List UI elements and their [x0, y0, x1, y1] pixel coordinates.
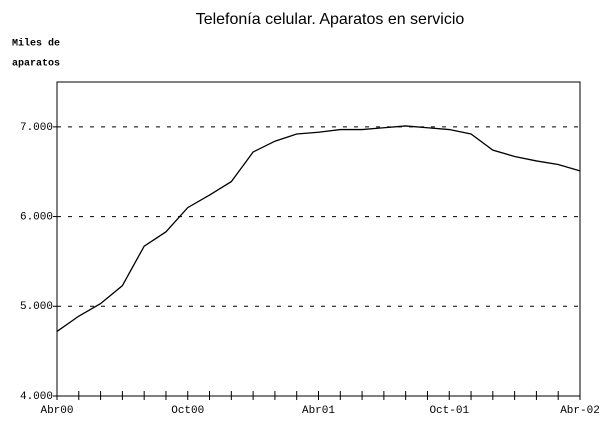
y-axis-label: Miles de: [12, 38, 60, 50]
y-tick-label: 6.000: [20, 211, 53, 223]
y-tick-label: 4.000: [20, 391, 53, 403]
x-tick-label: Abr-02: [560, 405, 600, 417]
x-tick-label: Oct00: [171, 405, 204, 417]
y-axis-label: aparatos: [12, 59, 60, 70]
x-tick-label: Abr01: [302, 405, 335, 417]
x-tick-label: Oct-01: [429, 405, 469, 417]
x-tick-label: Abr00: [40, 405, 73, 417]
y-tick-label: 7.000: [20, 122, 53, 134]
line-series: [56, 125, 581, 332]
y-tick-label: 5.000: [20, 301, 53, 313]
plot-frame: [56, 81, 581, 397]
chart-title: Telefonía celular. Aparatos en servicio: [196, 11, 465, 28]
